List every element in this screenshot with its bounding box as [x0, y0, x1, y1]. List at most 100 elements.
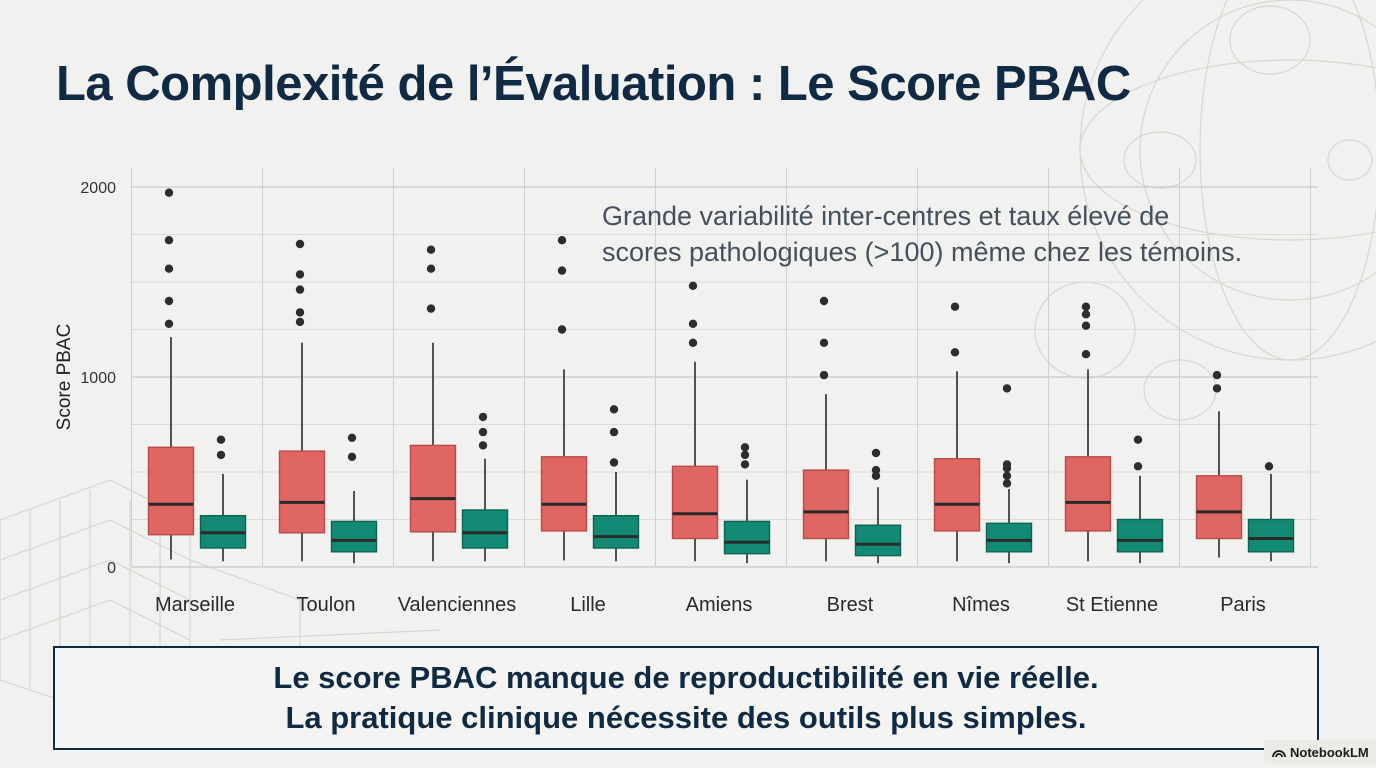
- box-outlier: [740, 460, 750, 469]
- box-group-2: [199, 435, 247, 562]
- box-iqr: [147, 446, 195, 536]
- box-group-2: [1247, 462, 1295, 562]
- box-outlier: [819, 338, 829, 347]
- box-outlier: [609, 405, 619, 414]
- box-group-2: [461, 412, 509, 562]
- y-tick-label: 2000: [80, 180, 116, 197]
- box-outlier: [295, 285, 305, 294]
- box-iqr: [278, 450, 326, 534]
- annotation-line-1: Grande variabilité inter-centres et taux…: [602, 201, 1170, 231]
- annotation-line-2: scores pathologiques (>100) même chez le…: [602, 237, 1243, 267]
- box-outlier: [688, 281, 698, 290]
- x-tick-label: Nîmes: [952, 594, 1010, 616]
- box-iqr: [723, 520, 771, 555]
- box-outlier: [1081, 321, 1091, 330]
- box-iqr: [1116, 518, 1164, 553]
- box-outlier: [1133, 435, 1143, 444]
- box-iqr: [802, 469, 850, 540]
- box-outlier: [1212, 370, 1222, 380]
- box-group-1: [671, 281, 719, 562]
- conclusion-box: Le score PBAC manque de reproductibilité…: [53, 646, 1319, 750]
- box-iqr: [1247, 518, 1295, 553]
- box-outlier: [1002, 460, 1012, 469]
- notebooklm-logo-icon: [1272, 750, 1286, 758]
- box-group-1: [409, 245, 457, 562]
- box-outlier: [1133, 462, 1143, 471]
- chart-axes: 0 1000 2000 Score PBAC Marseille Toulon Valenc…: [54, 180, 1266, 616]
- box-outlier: [164, 319, 174, 328]
- box-outlier: [819, 296, 829, 306]
- box-group-1: [147, 188, 195, 560]
- x-tick-label: St Etienne: [1066, 594, 1158, 616]
- box-outlier: [740, 443, 750, 452]
- x-tick-label: Amiens: [686, 594, 753, 616]
- box-outlier: [478, 412, 488, 422]
- page-title: La Complexité de l’Évaluation : Le Score…: [56, 57, 1131, 111]
- box-iqr: [1064, 456, 1112, 532]
- box-group-1: [1064, 302, 1112, 562]
- box-outlier: [819, 370, 829, 380]
- x-tick-label: Lille: [570, 594, 606, 616]
- box-iqr: [461, 509, 509, 549]
- box-outlier: [426, 304, 436, 313]
- box-outlier: [1081, 302, 1091, 311]
- box-outlier: [1081, 310, 1091, 319]
- box-group-1: [933, 302, 981, 562]
- notebooklm-watermark: NotebookLM: [1264, 740, 1376, 764]
- chart-boxes: [147, 188, 1295, 564]
- box-outlier: [688, 338, 698, 347]
- box-outlier: [216, 435, 226, 444]
- box-outlier: [950, 348, 960, 357]
- box-group-2: [854, 448, 902, 564]
- box-iqr: [854, 524, 902, 557]
- conclusion-line-1: Le score PBAC manque de reproductibilité…: [273, 660, 1099, 695]
- box-group-2: [330, 433, 378, 564]
- box-group-1: [278, 239, 326, 562]
- box-outlier: [557, 266, 567, 275]
- conclusion-line-2: La pratique clinique nécessite des outil…: [285, 700, 1087, 735]
- box-iqr: [540, 456, 588, 532]
- box-group-2: [723, 443, 771, 564]
- box-outlier: [688, 319, 698, 328]
- box-iqr: [1195, 475, 1243, 540]
- box-outlier: [1264, 462, 1274, 471]
- box-iqr: [592, 515, 640, 549]
- background-cell-sketch: [1229, 5, 1311, 75]
- box-outlier: [478, 441, 488, 450]
- box-outlier: [347, 452, 357, 461]
- x-tick-label: Brest: [827, 594, 874, 616]
- box-outlier: [609, 427, 619, 437]
- x-tick-label: Valenciennes: [398, 594, 517, 616]
- y-tick-label: 1000: [80, 370, 116, 387]
- box-outlier: [871, 465, 881, 475]
- y-axis-label: Score PBAC: [54, 324, 75, 431]
- box-outlier: [164, 264, 174, 273]
- box-outlier: [1002, 479, 1012, 488]
- y-tick-label: 0: [107, 560, 116, 577]
- box-iqr: [933, 458, 981, 532]
- x-tick-label: Paris: [1220, 594, 1266, 616]
- chart-annotation: Grande variabilité inter-centres et taux…: [602, 198, 1342, 270]
- box-outlier: [164, 296, 174, 306]
- box-outlier: [1212, 384, 1222, 393]
- box-group-1: [1195, 370, 1243, 558]
- box-outlier: [1081, 350, 1091, 359]
- box-group-2: [985, 384, 1033, 564]
- box-outlier: [295, 270, 305, 279]
- box-outlier: [295, 308, 305, 317]
- box-outlier: [871, 448, 881, 458]
- box-outlier: [426, 245, 436, 254]
- box-outlier: [478, 427, 488, 437]
- box-outlier: [609, 458, 619, 467]
- box-outlier: [164, 236, 174, 245]
- box-iqr: [330, 520, 378, 553]
- box-outlier: [347, 433, 357, 442]
- box-iqr: [985, 522, 1033, 553]
- box-group-2: [1116, 435, 1164, 564]
- box-outlier: [295, 317, 305, 327]
- box-iqr: [671, 465, 719, 540]
- box-outlier: [164, 188, 174, 197]
- box-iqr: [409, 444, 457, 533]
- box-outlier: [557, 325, 567, 334]
- box-outlier: [1002, 384, 1012, 393]
